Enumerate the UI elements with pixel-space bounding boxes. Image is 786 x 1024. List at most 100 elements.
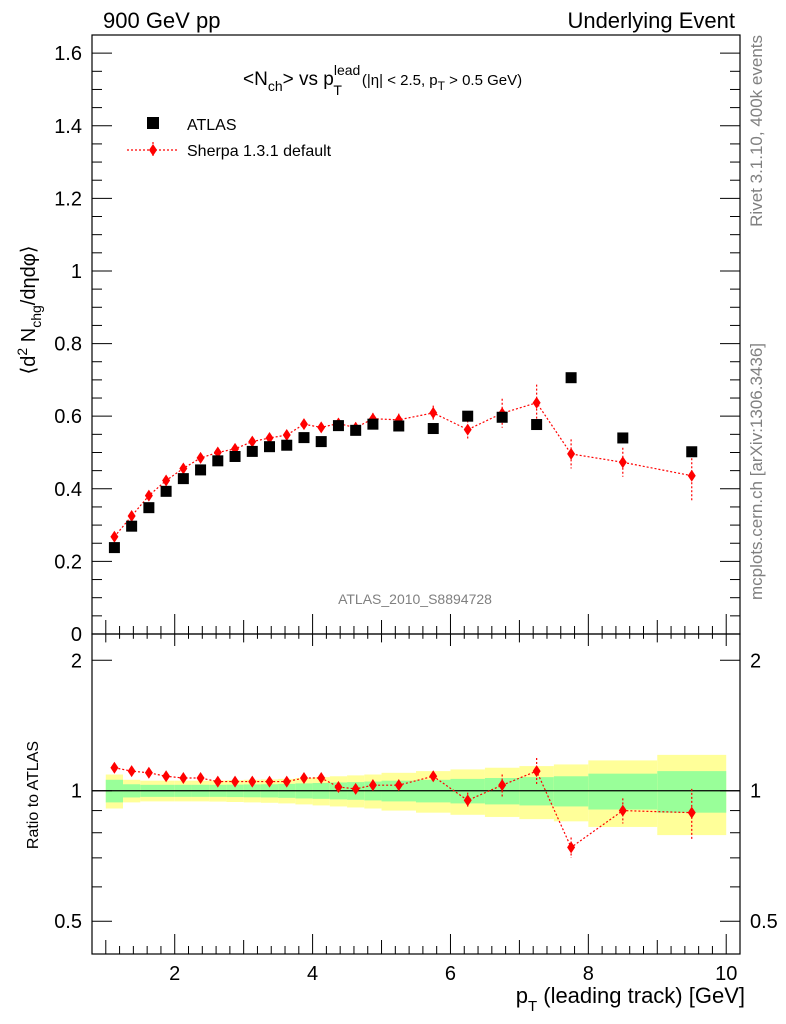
atlas-point	[126, 520, 138, 532]
x-tick-label: 10	[715, 963, 737, 985]
atlas-point	[350, 424, 362, 436]
atlas-point	[393, 420, 405, 432]
y-tick-label: 0.2	[54, 551, 82, 573]
sherpa-point	[196, 451, 205, 464]
ratio-y-tick-label-right: 2	[750, 650, 761, 672]
x-tick-label: 8	[583, 963, 594, 985]
ratio-sherpa-point	[162, 770, 171, 783]
atlas-point	[160, 485, 172, 497]
atlas-point	[565, 372, 577, 384]
y-tick-label: 0.8	[54, 334, 82, 356]
y-tick-label: 1.6	[54, 43, 82, 65]
ratio-y-tick-label-right: 0.5	[750, 911, 778, 933]
ratio-sherpa-point	[282, 775, 291, 788]
ratio-uncertainty-bands	[105, 754, 727, 836]
legend-atlas-label: ATLAS	[187, 117, 237, 134]
sherpa-point	[265, 431, 274, 444]
y-tick-label: 0	[71, 624, 82, 646]
atlas-point	[617, 432, 629, 444]
atlas-point	[195, 464, 207, 476]
x-tick-label: 2	[169, 963, 180, 985]
ratio-y-tick-label: 2	[71, 650, 82, 672]
ratio-sherpa-point	[687, 806, 696, 819]
axis-tick-labels: 2 4 6 8 10 0 0.2 0.4 0.6 0.8 1 1.2 1.4 1.6 0.5 0.5 1 1 2 2	[54, 43, 778, 985]
legend-sherpa-label: Sherpa 1.3.1 default	[187, 143, 332, 160]
analysis-watermark: ATLAS_2010_S8894728	[338, 591, 492, 607]
y-tick-label: 1	[71, 261, 82, 283]
atlas-point	[229, 450, 241, 462]
ratio-plot-frame	[91, 633, 741, 955]
sherpa-point	[532, 396, 541, 409]
ratio-sherpa-point	[110, 761, 119, 774]
ratio-sherpa-point	[179, 772, 188, 785]
atlas-point	[246, 445, 258, 457]
y-axis-label: ⟨d2 Nchg/dηdφ⟩	[14, 245, 44, 374]
sherpa-point	[144, 489, 153, 502]
y-tick-label: 1.2	[54, 188, 82, 210]
y-tick-label: 0.6	[54, 406, 82, 428]
sherpa-point	[618, 456, 627, 469]
atlas-point	[686, 446, 698, 458]
atlas-point	[108, 542, 120, 554]
x-axis-label: pT (leading track) [GeV]	[516, 983, 745, 1015]
atlas-point	[462, 410, 474, 422]
atlas-point	[496, 411, 508, 423]
legend-sherpa-marker	[149, 144, 157, 156]
legend: ATLAS Sherpa 1.3.1 default	[127, 117, 332, 160]
ratio-sherpa-point	[618, 804, 627, 817]
y-tick-label: 0.4	[54, 479, 82, 501]
atlas-point	[298, 432, 310, 444]
ratio-sherpa-point	[317, 772, 326, 785]
x-tick-label: 6	[445, 963, 456, 985]
ratio-sherpa-point	[265, 775, 274, 788]
ratio-sherpa-point	[532, 765, 541, 778]
atlas-point	[531, 419, 543, 431]
plot-title: <Nch> vs plead T(|η| < 2.5, pT > 0.5 GeV)	[243, 62, 522, 98]
ratio-sherpa-point	[429, 770, 438, 783]
atlas-point	[427, 423, 439, 435]
sherpa-point	[162, 474, 171, 487]
sherpa-point	[687, 469, 696, 482]
atlas-point	[177, 473, 189, 485]
sherpa-point	[567, 447, 576, 460]
sherpa-line	[113, 402, 692, 538]
ratio-y-tick-label-right: 1	[750, 781, 761, 803]
ratio-sherpa-point	[299, 772, 308, 785]
ratio-plot-marks	[110, 758, 696, 858]
atlas-point	[315, 436, 327, 448]
y-tick-label: 1.4	[54, 116, 82, 138]
rivet-label: Rivet 3.1.10, 400k events	[747, 35, 766, 227]
ratio-axis-label: Ratio to ATLAS	[25, 741, 42, 849]
ratio-sherpa-point	[567, 841, 576, 854]
ratio-sherpa-point	[351, 782, 360, 795]
sherpa-point	[429, 406, 438, 419]
mcplots-label: mcplots.cern.ch [arXiv:1306.3436]	[747, 343, 766, 600]
ratio-sherpa-point	[368, 779, 377, 792]
header-right: Underlying Event	[567, 8, 735, 33]
sherpa-point	[282, 429, 291, 442]
atlas-point	[212, 455, 224, 467]
ratio-sherpa-point	[498, 779, 507, 792]
axis-ticks	[92, 52, 740, 954]
ratio-sherpa-point	[394, 779, 403, 792]
ratio-sherpa-point	[196, 772, 205, 785]
legend-atlas-marker	[147, 117, 159, 129]
band-inner	[553, 776, 589, 807]
sherpa-point	[299, 418, 308, 431]
sherpa-point	[463, 423, 472, 436]
ratio-sherpa-point	[144, 766, 153, 779]
ratio-sherpa-point	[231, 775, 240, 788]
header-left: 900 GeV pp	[103, 8, 220, 33]
atlas-point	[281, 439, 293, 451]
ratio-sherpa-point	[127, 765, 136, 778]
atlas-point	[264, 441, 276, 453]
ratio-y-tick-label: 1	[71, 781, 82, 803]
atlas-point	[367, 418, 379, 430]
sherpa-point	[317, 421, 326, 434]
atlas-point	[332, 420, 344, 432]
main-plot-marks	[108, 372, 698, 554]
ratio-sherpa-point	[334, 781, 343, 794]
ratio-y-tick-label: 0.5	[54, 911, 82, 933]
sherpa-point	[110, 530, 119, 543]
